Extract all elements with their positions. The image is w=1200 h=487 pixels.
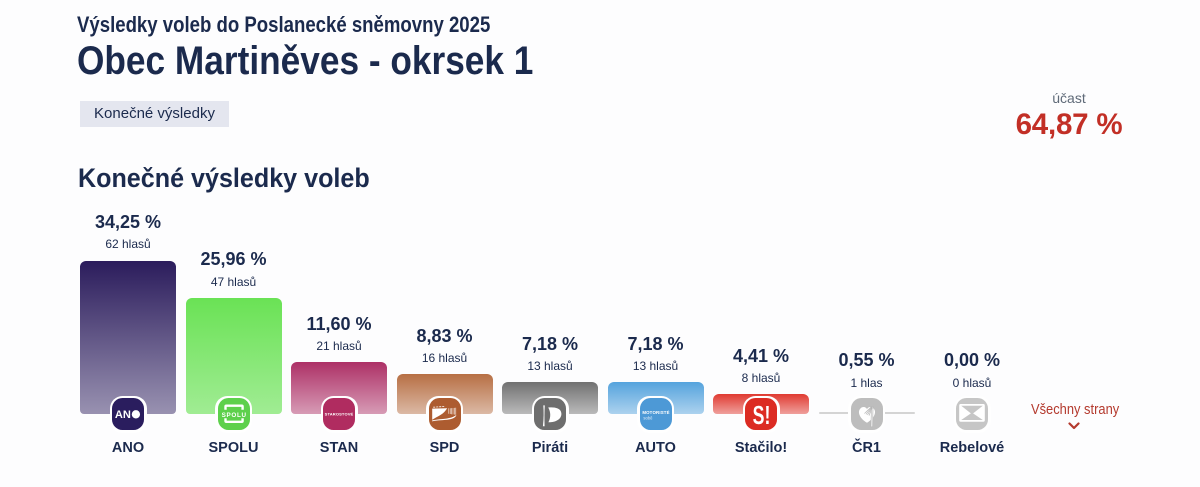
svg-text:SPOLU: SPOLU [221, 412, 246, 419]
svg-text:S!: S! [753, 401, 771, 430]
svg-text:STAROSTOVÉ: STAROSTOVÉ [325, 412, 354, 417]
svg-text:AN: AN [115, 409, 131, 421]
svg-text:sobě: sobě [643, 415, 653, 420]
svg-text:MOTORISTÉ: MOTORISTÉ [642, 410, 669, 415]
